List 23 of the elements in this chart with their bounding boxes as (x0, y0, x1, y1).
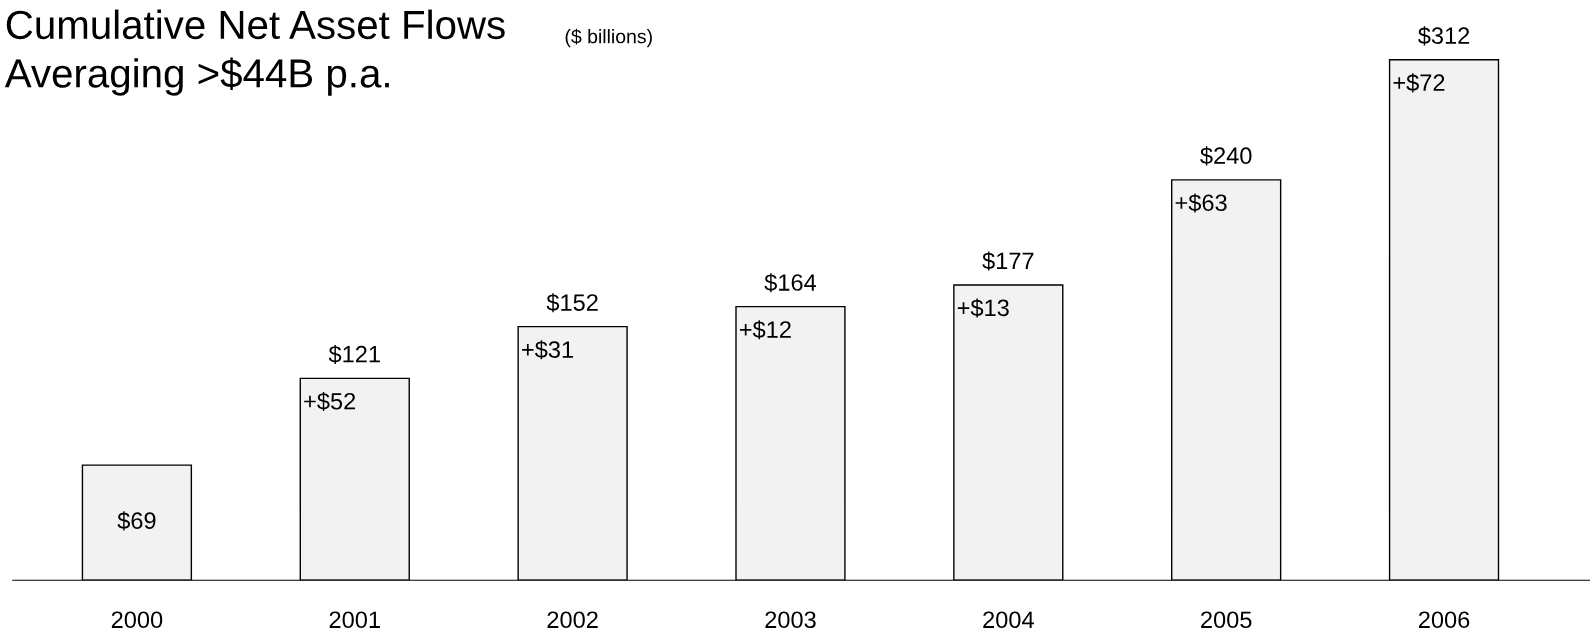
x-tick-label: 2003 (765, 611, 816, 629)
chart-subtitle: Averaging >$44B p.a. (4, 57, 389, 96)
data-label: $177 (982, 251, 1034, 271)
x-tick-label: 2006 (1418, 611, 1470, 629)
x-tick-label: 2000 (111, 611, 163, 629)
annotation: +$13 (957, 298, 1009, 318)
x-tick-label: 2002 (547, 611, 598, 629)
data-label: $69 (117, 511, 156, 531)
chart-title: Cumulative Net Asset Flows (6, 9, 505, 40)
annotation: +$12 (739, 320, 791, 340)
annotation: +$72 (1393, 73, 1445, 93)
x-tick-label: 2001 (329, 611, 380, 629)
annotation: +$52 (304, 391, 356, 412)
data-label: $152 (546, 293, 598, 313)
annotation: +$63 (1175, 193, 1227, 213)
data-label: $164 (764, 273, 817, 293)
data-label: $312 (1418, 26, 1470, 46)
annotation: +$31 (522, 340, 573, 360)
x-tick-label: 2004 (983, 611, 1034, 629)
data-label: $121 (328, 344, 380, 364)
y-axis-title: ($ billions) (565, 28, 652, 48)
x-tick-label: 2005 (1201, 611, 1252, 629)
data-label: $240 (1200, 146, 1252, 166)
